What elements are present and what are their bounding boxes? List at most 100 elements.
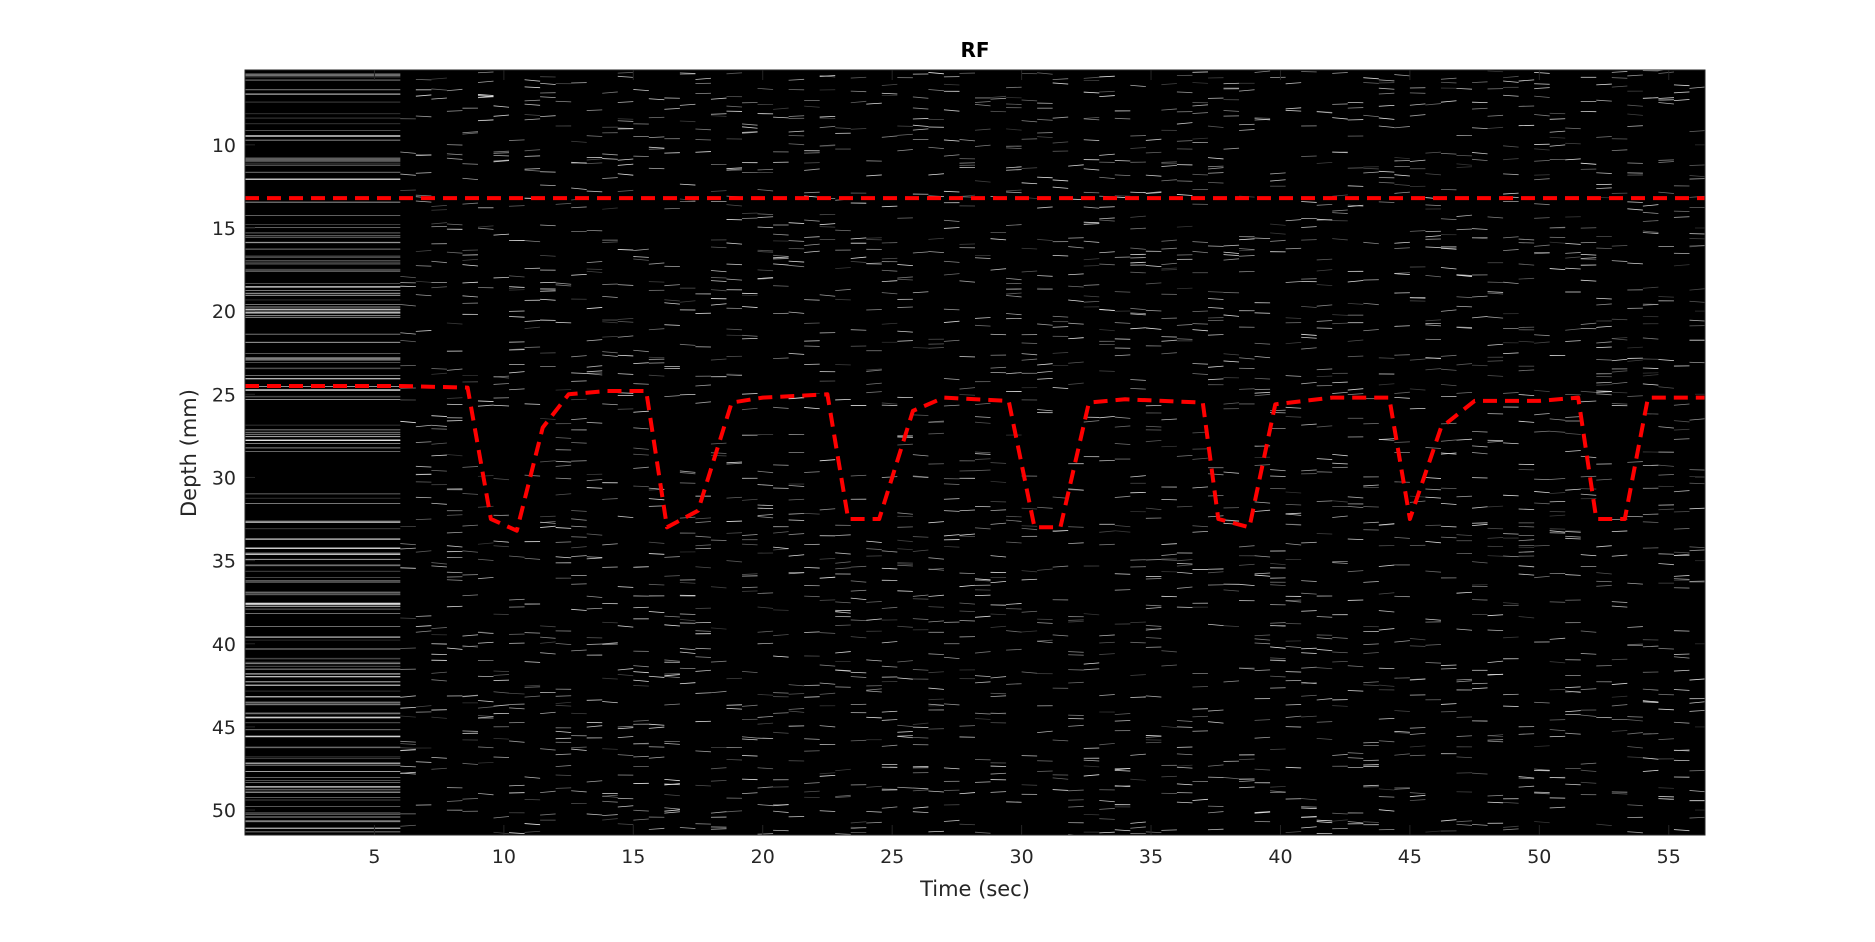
echo-line <box>1456 842 1472 843</box>
echo-line <box>525 156 541 157</box>
echo-line <box>525 633 541 634</box>
echo-line <box>1161 830 1177 831</box>
echo-line <box>1425 853 1441 854</box>
echo-line <box>509 913 525 914</box>
echo-line <box>1674 511 1690 512</box>
y-tick-label: 45 <box>212 717 236 739</box>
echo-line <box>1317 376 1333 377</box>
echo-line <box>525 799 541 800</box>
echo-line <box>1053 855 1069 856</box>
echo-line <box>991 334 1007 335</box>
echo-line <box>1612 909 1628 910</box>
echo-line <box>649 149 665 150</box>
echo-line <box>1115 590 1131 591</box>
echo-line <box>1488 528 1504 529</box>
x-tick-label: 30 <box>1010 846 1034 868</box>
echo-line <box>866 263 882 264</box>
echo-line <box>1239 887 1255 888</box>
echo-line <box>773 286 789 287</box>
echo-line <box>1286 524 1302 525</box>
y-tick-label: 40 <box>212 634 236 656</box>
y-tick-label: 25 <box>212 384 236 406</box>
echo-line <box>913 118 929 119</box>
y-tick-label: 10 <box>212 135 236 157</box>
echo-line <box>1472 365 1488 366</box>
echo-line <box>1456 717 1472 718</box>
echo-line <box>742 218 758 219</box>
echo-line <box>742 587 758 588</box>
echo-line <box>711 829 727 830</box>
echo-line <box>695 648 711 649</box>
echo-line <box>835 869 851 870</box>
echo-line <box>1037 878 1053 879</box>
echo-line <box>1425 868 1441 869</box>
echo-line <box>897 307 913 308</box>
x-tick-label: 55 <box>1657 846 1681 868</box>
echo-line <box>1550 119 1566 120</box>
y-tick-label: 30 <box>212 467 236 489</box>
x-tick-label: 45 <box>1398 846 1422 868</box>
echo-line <box>742 779 758 780</box>
echo-line <box>1596 842 1612 843</box>
echo-line <box>680 884 696 885</box>
echo-line <box>1192 709 1208 710</box>
echo-line <box>1022 526 1038 527</box>
y-tick-label: 50 <box>212 800 236 822</box>
echo-line <box>680 614 696 615</box>
x-tick-label: 5 <box>368 846 380 868</box>
echo-line <box>587 644 603 645</box>
echo-line <box>1146 578 1162 579</box>
echo-line <box>1239 759 1255 760</box>
echo-line <box>695 847 711 848</box>
echo-line <box>695 891 711 892</box>
echo-line <box>1612 319 1628 320</box>
echo-line <box>1627 846 1643 847</box>
echo-line <box>680 871 696 872</box>
y-tick-label: 15 <box>212 218 236 240</box>
echo-line <box>1488 630 1504 631</box>
echo-line <box>400 618 416 619</box>
echo-line <box>1503 534 1519 535</box>
echo-line <box>1627 844 1643 845</box>
echo-line <box>1161 446 1177 447</box>
echo-line <box>1534 175 1550 176</box>
echo-line <box>1301 156 1317 157</box>
echo-line <box>1456 155 1472 156</box>
echo-line <box>1053 915 1069 916</box>
y-tick-label: 35 <box>212 551 236 573</box>
echo-line <box>1053 862 1069 863</box>
echo-line <box>773 693 789 694</box>
echo-line <box>556 696 572 697</box>
echo-line <box>1689 362 1705 363</box>
echo-line <box>1208 166 1224 167</box>
x-tick-label: 35 <box>1139 846 1163 868</box>
echo-line <box>804 300 820 301</box>
echo-line <box>416 266 432 267</box>
echo-line <box>1161 776 1177 777</box>
y-axis-label: Depth (mm) <box>177 389 201 517</box>
echo-line <box>494 515 510 516</box>
echo-line <box>742 591 758 592</box>
echo-line <box>664 863 680 864</box>
echo-line <box>1286 248 1302 249</box>
echo-line <box>1643 368 1659 369</box>
echo-line <box>726 521 742 522</box>
echo-line <box>447 572 463 573</box>
echo-line <box>494 910 510 911</box>
echo-line <box>525 872 541 873</box>
echo-line <box>711 847 727 848</box>
echo-line <box>1130 697 1146 698</box>
echo-line <box>835 399 851 400</box>
echo-line <box>1581 259 1597 260</box>
echo-line <box>804 697 820 698</box>
echo-line <box>1441 839 1457 840</box>
echo-line <box>1130 192 1146 193</box>
echo-line <box>1689 483 1705 484</box>
echo-line <box>742 295 758 296</box>
echo-line <box>1006 516 1022 517</box>
echo-line <box>1317 838 1333 839</box>
echo-line <box>494 153 510 154</box>
echo-line <box>991 693 1007 694</box>
echo-line <box>571 461 587 462</box>
